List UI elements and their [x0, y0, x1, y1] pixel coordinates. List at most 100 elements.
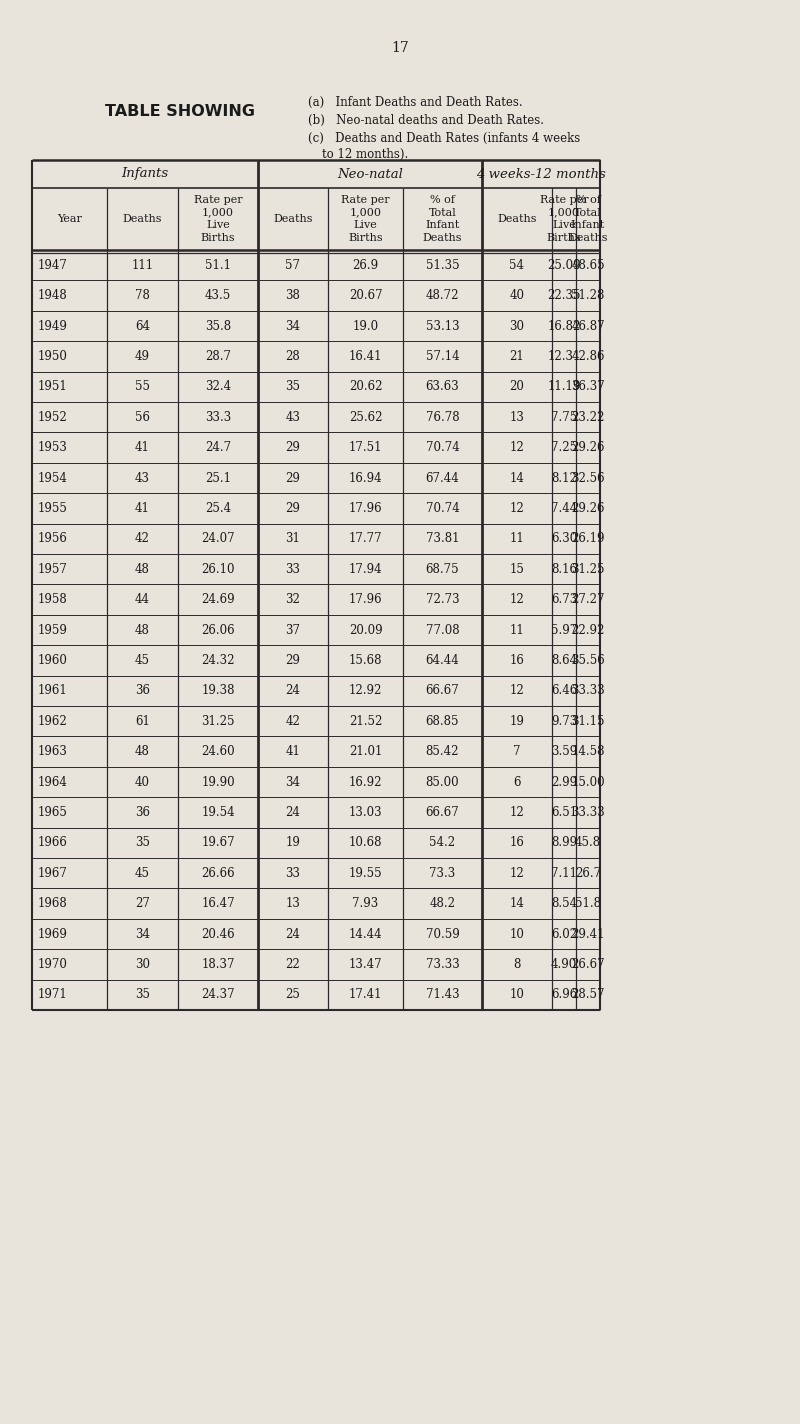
Text: 1971: 1971 [38, 988, 68, 1001]
Text: 24.32: 24.32 [202, 654, 234, 666]
Text: 32: 32 [286, 594, 301, 607]
Text: 48.72: 48.72 [426, 289, 459, 302]
Text: 66.67: 66.67 [426, 685, 459, 698]
Text: 20: 20 [510, 380, 525, 393]
Text: 72.73: 72.73 [426, 594, 459, 607]
Text: 29: 29 [286, 501, 301, 515]
Text: 17.51: 17.51 [349, 441, 382, 454]
Text: 15.68: 15.68 [349, 654, 382, 666]
Text: 19.38: 19.38 [202, 685, 234, 698]
Text: 16.92: 16.92 [349, 776, 382, 789]
Text: 46.87: 46.87 [571, 319, 605, 332]
Text: 29.41: 29.41 [571, 927, 605, 940]
Text: 3.59: 3.59 [551, 745, 577, 758]
Text: 35: 35 [286, 380, 301, 393]
Text: 35: 35 [135, 836, 150, 849]
Text: 8.64: 8.64 [551, 654, 577, 666]
Text: 54.2: 54.2 [430, 836, 455, 849]
Text: 17.96: 17.96 [349, 594, 382, 607]
Text: 19.67: 19.67 [201, 836, 235, 849]
Text: 54: 54 [510, 259, 525, 272]
Text: 8.99: 8.99 [551, 836, 577, 849]
Text: 24: 24 [286, 927, 301, 940]
Text: 1969: 1969 [38, 927, 68, 940]
Text: 48.2: 48.2 [430, 897, 455, 910]
Text: 26.10: 26.10 [202, 562, 234, 575]
Text: 14: 14 [510, 471, 525, 484]
Text: 73.81: 73.81 [426, 533, 459, 545]
Text: Rate per
1,000
Live
Births: Rate per 1,000 Live Births [194, 195, 242, 244]
Text: 32.4: 32.4 [205, 380, 231, 393]
Text: 24.07: 24.07 [201, 533, 235, 545]
Text: 64: 64 [135, 319, 150, 332]
Text: 35.56: 35.56 [571, 654, 605, 666]
Text: 55: 55 [135, 380, 150, 393]
Text: 6.51: 6.51 [551, 806, 577, 819]
Text: Year: Year [57, 214, 82, 224]
Text: 5.97: 5.97 [551, 624, 577, 637]
Text: 14.58: 14.58 [571, 745, 605, 758]
Text: (b)   Neo-natal deaths and Death Rates.: (b) Neo-natal deaths and Death Rates. [308, 114, 544, 127]
Text: 21: 21 [510, 350, 524, 363]
Text: 36.37: 36.37 [571, 380, 605, 393]
Text: 26.19: 26.19 [571, 533, 605, 545]
Text: 26.67: 26.67 [571, 958, 605, 971]
Text: 31: 31 [286, 533, 301, 545]
Text: 19: 19 [510, 715, 525, 728]
Text: 35: 35 [135, 988, 150, 1001]
Text: 2.99: 2.99 [551, 776, 577, 789]
Text: 1966: 1966 [38, 836, 68, 849]
Text: 8: 8 [514, 958, 521, 971]
Text: 6.02: 6.02 [551, 927, 577, 940]
Text: 6.46: 6.46 [551, 685, 577, 698]
Text: 15.00: 15.00 [571, 776, 605, 789]
Text: 11: 11 [510, 533, 524, 545]
Text: 48.65: 48.65 [571, 259, 605, 272]
Text: 1952: 1952 [38, 410, 68, 424]
Text: 7.75: 7.75 [551, 410, 577, 424]
Text: 70.74: 70.74 [426, 501, 459, 515]
Text: Rate per
1,000
Live
Births: Rate per 1,000 Live Births [540, 195, 588, 244]
Text: 27: 27 [135, 897, 150, 910]
Text: 26.7: 26.7 [575, 867, 601, 880]
Text: 24.37: 24.37 [201, 988, 235, 1001]
Text: 28.7: 28.7 [205, 350, 231, 363]
Text: 33: 33 [286, 867, 301, 880]
Text: 17.94: 17.94 [349, 562, 382, 575]
Text: (c)   Deaths and Death Rates (infants 4 weeks: (c) Deaths and Death Rates (infants 4 we… [308, 131, 580, 144]
Text: 28.57: 28.57 [571, 988, 605, 1001]
Text: 26.66: 26.66 [201, 867, 235, 880]
Text: 30: 30 [510, 319, 525, 332]
Text: 1958: 1958 [38, 594, 68, 607]
Text: 41: 41 [135, 501, 150, 515]
Text: 34: 34 [286, 776, 301, 789]
Text: 6.73: 6.73 [551, 594, 577, 607]
Text: 1957: 1957 [38, 562, 68, 575]
Text: 1951: 1951 [38, 380, 68, 393]
Text: 78: 78 [135, 289, 150, 302]
Text: 1956: 1956 [38, 533, 68, 545]
Text: 56: 56 [135, 410, 150, 424]
Text: 12.31: 12.31 [547, 350, 581, 363]
Text: 25.1: 25.1 [205, 471, 231, 484]
Text: 24.69: 24.69 [201, 594, 235, 607]
Text: 23.22: 23.22 [571, 410, 605, 424]
Text: 33.3: 33.3 [205, 410, 231, 424]
Text: 1953: 1953 [38, 441, 68, 454]
Text: % of
Total
Infant
Deaths: % of Total Infant Deaths [422, 195, 462, 244]
Text: 1950: 1950 [38, 350, 68, 363]
Text: 24.7: 24.7 [205, 441, 231, 454]
Text: 31.25: 31.25 [202, 715, 234, 728]
Text: 29.26: 29.26 [571, 501, 605, 515]
Text: 25.4: 25.4 [205, 501, 231, 515]
Text: 1968: 1968 [38, 897, 68, 910]
Text: 1948: 1948 [38, 289, 68, 302]
Text: 16: 16 [510, 654, 525, 666]
Text: to 12 months).: to 12 months). [322, 148, 408, 161]
Text: 51.8: 51.8 [575, 897, 601, 910]
Text: 29.26: 29.26 [571, 441, 605, 454]
Text: 17.41: 17.41 [349, 988, 382, 1001]
Text: Deaths: Deaths [498, 214, 537, 224]
Text: Rate per
1,000
Live
Births: Rate per 1,000 Live Births [341, 195, 390, 244]
Text: 13: 13 [286, 897, 301, 910]
